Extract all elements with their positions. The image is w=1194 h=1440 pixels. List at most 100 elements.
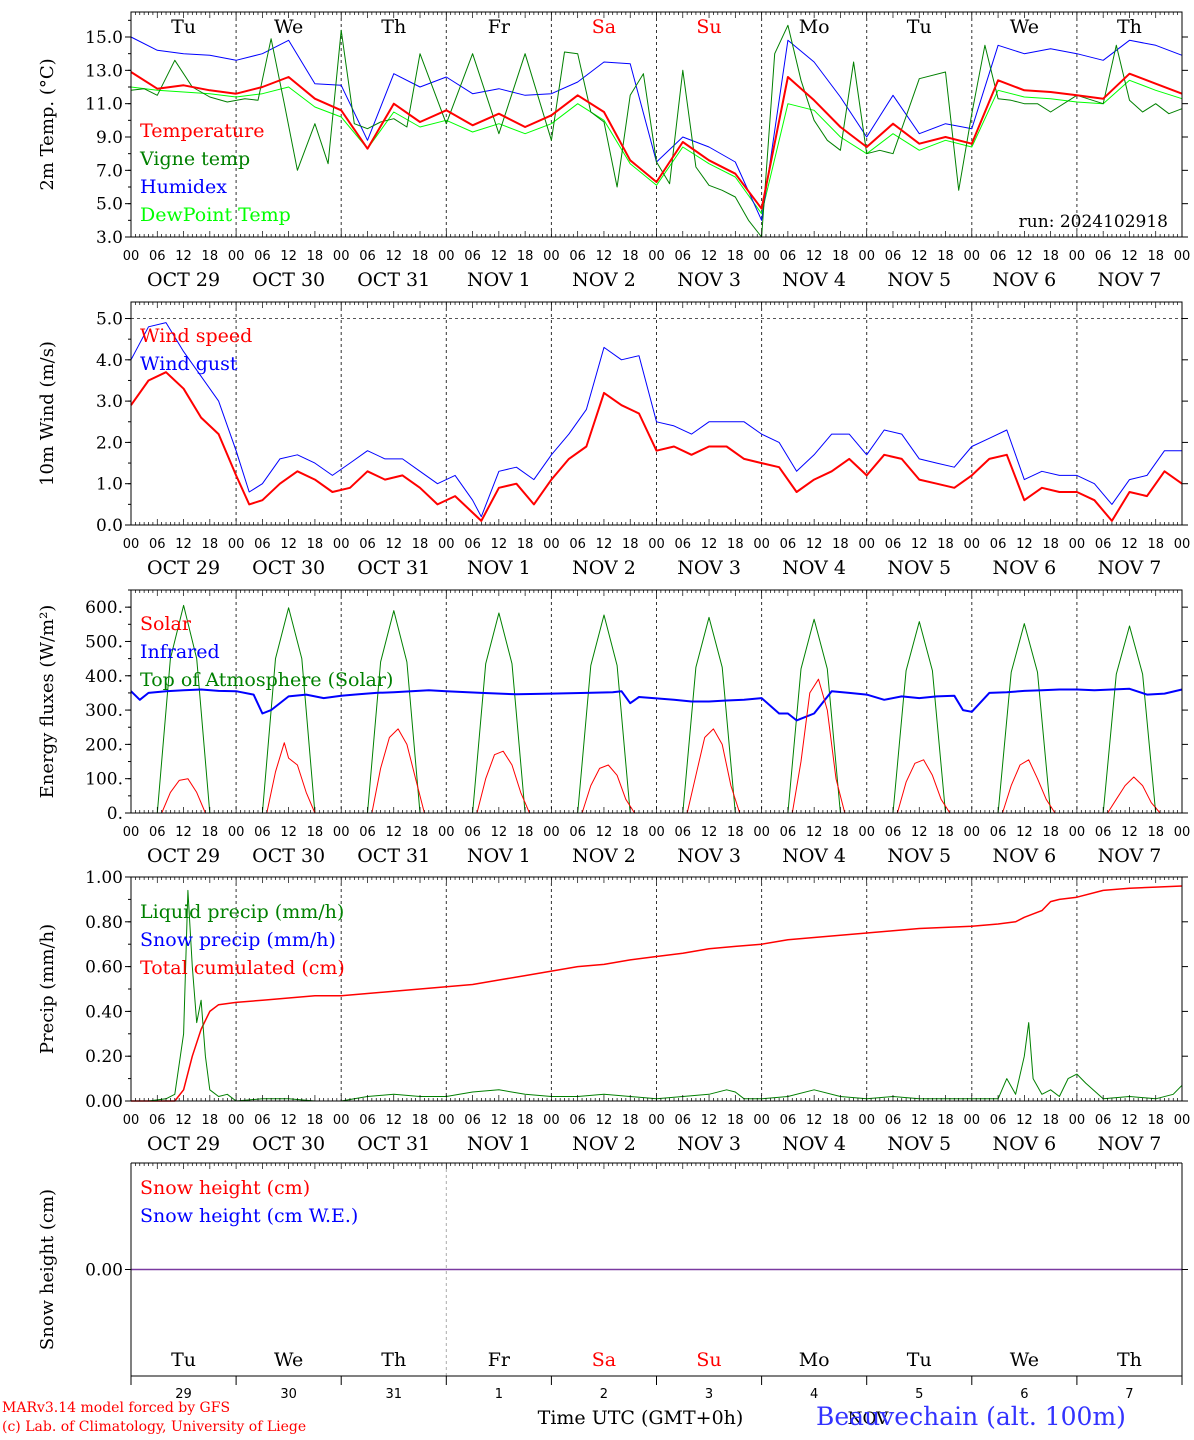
hour-tick-label: 12 xyxy=(911,825,928,840)
hour-tick-label: 12 xyxy=(1016,825,1033,840)
date-label: NOV 4 xyxy=(782,269,846,291)
day-number: 30 xyxy=(280,1387,297,1402)
hour-tick-label: 18 xyxy=(1147,1113,1164,1128)
hour-tick-label: 18 xyxy=(937,825,954,840)
hour-tick-label: 00 xyxy=(648,249,665,264)
y-tick-label: 0.00 xyxy=(85,1092,123,1112)
hour-tick-label: 06 xyxy=(885,1113,902,1128)
hour-tick-label: 00 xyxy=(123,825,140,840)
hour-tick-label: 12 xyxy=(385,1113,402,1128)
model-credit-line2: (c) Lab. of Climatology, University of L… xyxy=(2,1419,307,1435)
hour-tick-label: 18 xyxy=(832,537,849,552)
hour-tick-label: 06 xyxy=(464,825,481,840)
hour-tick-label: 18 xyxy=(202,1113,219,1128)
hour-tick-label: 06 xyxy=(990,1113,1007,1128)
hour-tick-label: 06 xyxy=(990,249,1007,264)
hour-tick-label: 00 xyxy=(1069,537,1086,552)
hour-tick-label: 18 xyxy=(517,1113,534,1128)
hour-tick-label: 06 xyxy=(254,249,271,264)
date-label: OCT 30 xyxy=(252,845,325,867)
hour-tick-label: 06 xyxy=(1095,537,1112,552)
hour-tick-label: 12 xyxy=(806,537,823,552)
y-tick-label: 0. xyxy=(107,804,123,824)
hour-tick-label: 18 xyxy=(412,537,429,552)
hour-tick-label: 00 xyxy=(753,249,770,264)
hour-tick-label: 12 xyxy=(175,249,192,264)
date-label: NOV 3 xyxy=(677,269,741,291)
y-tick-label: 3.0 xyxy=(96,392,123,412)
hour-tick-label: 06 xyxy=(464,249,481,264)
date-label: OCT 31 xyxy=(357,557,430,579)
legend-entry: DewPoint Temp xyxy=(140,204,291,226)
hour-tick-label: 18 xyxy=(517,537,534,552)
hour-tick-label: 12 xyxy=(1121,825,1138,840)
y-tick-label: 500. xyxy=(85,632,123,652)
hour-tick-label: 00 xyxy=(753,1113,770,1128)
day-name: Tu xyxy=(907,16,932,38)
hour-tick-label: 06 xyxy=(780,1113,797,1128)
bottom-day-name: Sa xyxy=(592,1349,616,1371)
hour-tick-label: 06 xyxy=(990,825,1007,840)
day-name: Tu xyxy=(171,16,196,38)
hour-tick-label: 00 xyxy=(123,537,140,552)
hour-tick-label: 00 xyxy=(543,537,560,552)
date-label: OCT 31 xyxy=(357,845,430,867)
y-tick-label: 13.0 xyxy=(85,61,123,81)
day-number: 31 xyxy=(385,1387,402,1402)
date-label: NOV 5 xyxy=(887,269,951,291)
y-tick-label: 4.0 xyxy=(96,351,123,371)
hour-tick-label: 00 xyxy=(964,1113,981,1128)
hour-tick-label: 12 xyxy=(701,825,718,840)
hour-tick-label: 18 xyxy=(412,825,429,840)
hour-tick-label: 06 xyxy=(780,825,797,840)
panel-2: 0. 100. 200. 300. 400. 500. 600. Energy fluxes … xyxy=(37,589,1191,867)
hour-tick-label: 18 xyxy=(307,825,324,840)
hour-tick-label: 06 xyxy=(254,825,271,840)
date-label: NOV 6 xyxy=(992,557,1056,579)
panel-0: 3.0 5.0 7.0 9.0 11.0 13.0 15.0 2m Temp. (°C) Tem… xyxy=(37,11,1190,291)
plot-frame xyxy=(130,301,1183,526)
series-line-3-2 xyxy=(131,885,1183,1102)
hour-tick-label: 00 xyxy=(228,249,245,264)
hour-tick-label: 00 xyxy=(1174,825,1191,840)
hour-tick-label: 12 xyxy=(385,537,402,552)
hour-tick-label: 18 xyxy=(622,1113,639,1128)
legend-entry: Snow height (cm W.E.) xyxy=(140,1205,358,1227)
hour-tick-label: 12 xyxy=(385,249,402,264)
hour-tick-label: 06 xyxy=(149,1113,166,1128)
hour-tick-label: 00 xyxy=(1069,1113,1086,1128)
hour-tick-label: 00 xyxy=(964,249,981,264)
y-tick-label: 7.0 xyxy=(96,161,123,181)
day-name: Su xyxy=(696,16,721,38)
hour-tick-label: 18 xyxy=(202,825,219,840)
date-label: NOV 6 xyxy=(992,269,1056,291)
hour-tick-label: 12 xyxy=(701,537,718,552)
y-axis-label: Snow height (cm) xyxy=(37,1189,58,1350)
hour-tick-label: 06 xyxy=(149,249,166,264)
y-tick-label: 0.00 xyxy=(85,1261,123,1281)
y-tick-label: 3.0 xyxy=(96,228,123,248)
hour-tick-label: 12 xyxy=(1016,537,1033,552)
date-label: NOV 7 xyxy=(1098,557,1162,579)
y-axis-label: Energy fluxes (W/m²) xyxy=(37,605,58,799)
hour-tick-label: 06 xyxy=(990,537,1007,552)
hour-tick-label: 12 xyxy=(175,537,192,552)
date-label: NOV 6 xyxy=(992,845,1056,867)
hour-tick-label: 00 xyxy=(858,825,875,840)
y-tick-label: 300. xyxy=(85,701,123,721)
hour-tick-label: 06 xyxy=(569,825,586,840)
hour-tick-label: 18 xyxy=(412,1113,429,1128)
day-name: Mo xyxy=(799,16,830,38)
series-line-2-2 xyxy=(131,604,1182,814)
date-label: NOV 5 xyxy=(887,845,951,867)
bottom-day-name: We xyxy=(274,1349,303,1371)
hour-tick-label: 00 xyxy=(438,537,455,552)
y-tick-label: 100. xyxy=(85,770,123,790)
hour-tick-label: 12 xyxy=(175,825,192,840)
hour-tick-label: 06 xyxy=(675,537,692,552)
hour-tick-label: 00 xyxy=(333,1113,350,1128)
y-tick-label: 2.0 xyxy=(96,433,123,453)
day-number: 6 xyxy=(1020,1387,1028,1402)
series-line-0-0 xyxy=(130,71,1183,210)
bottom-day-name: We xyxy=(1010,1349,1039,1371)
